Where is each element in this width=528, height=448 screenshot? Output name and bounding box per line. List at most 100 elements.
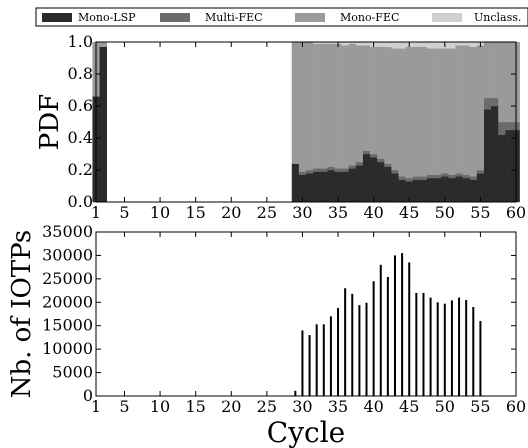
legend-frame (35, 7, 528, 27)
pdf-segment-mono-lsp-cycle-29 (291, 163, 300, 203)
pdf-segment-multi-fec-cycle-48 (427, 174, 435, 179)
pdf-segment-mono-fec-cycle-29 (291, 42, 300, 164)
pdf-chart: 1 5 10 15 20 25 30 35 40 45 50 55 60 0.0 0.2 0.4 0.6 0.8 1… (35, 32, 526, 222)
legend: Mono-LSP Multi-FEC Mono-FEC Unclass. (35, 7, 528, 27)
pdf-segment-mono-fec-cycle-36 (341, 45, 350, 169)
legend-swatch-unclass (432, 13, 462, 22)
iotp-y-tick-label-20000: 20000 (42, 292, 93, 311)
pdf-segment-mono-lsp-cycle-39 (362, 154, 371, 203)
pdf-segment-mono-lsp-cycle-36 (341, 171, 350, 203)
pdf-x-tick-label-60: 60 (506, 203, 526, 222)
pdf-segment-mono-fec-cycle-33 (320, 43, 328, 169)
pdf-y-tick-label-0.2: 0.2 (68, 160, 93, 179)
pdf-segment-mono-lsp-cycle-57 (491, 106, 499, 203)
pdf-segment-multi-fec-cycle-52 (455, 173, 463, 177)
pdf-segment-multi-fec-cycle-36 (341, 168, 350, 172)
iotp-bar-cycle-43 (393, 255, 396, 396)
legend-label-mono-fec: Mono-FEC (340, 11, 399, 24)
iotp-bar-cycle-52 (458, 297, 461, 396)
iotp-bar-cycle-38 (358, 305, 361, 396)
pdf-segment-unclass-cycle-33 (320, 42, 328, 44)
pdf-segment-multi-fec-cycle-49 (434, 174, 442, 179)
pdf-x-tick-label-10: 10 (150, 203, 170, 222)
pdf-segment-mono-fec-cycle-58 (498, 42, 506, 123)
pdf-segment-unclass-cycle-49 (434, 42, 442, 49)
iotp-x-tick-label-5: 5 (119, 397, 129, 416)
iotp-bar-cycle-40 (372, 281, 375, 396)
pdf-segment-mono-lsp-cycle-50 (441, 176, 449, 203)
pdf-segment-mono-lsp-cycle-56 (483, 109, 492, 203)
iotp-bar-cycle-29 (294, 390, 297, 396)
pdf-segment-multi-fec-cycle-30 (298, 171, 307, 175)
pdf-x-tick-label-55: 55 (470, 203, 490, 222)
pdf-segment-mono-fec-cycle-40 (370, 46, 378, 155)
legend-swatch-mono-fec (295, 13, 325, 22)
pdf-y-tick-label-1.0: 1.0 (68, 32, 93, 51)
pdf-x-tick-label-1: 1 (91, 203, 101, 222)
pdf-x-tick-label-45: 45 (399, 203, 419, 222)
pdf-segment-mono-lsp-cycle-44 (398, 179, 406, 203)
pdf-segment-multi-fec-cycle-51 (448, 174, 456, 179)
pdf-segment-mono-lsp-cycle-49 (434, 178, 442, 203)
pdf-segment-mono-fec-cycle-34 (327, 43, 335, 167)
pdf-segment-unclass-cycle-47 (419, 42, 428, 47)
pdf-y-tick-label-0.4: 0.4 (68, 128, 93, 147)
iotp-bar-cycle-39 (365, 302, 368, 396)
pdf-segment-mono-fec-cycle-43 (391, 48, 399, 171)
pdf-segment-multi-fec-cycle-40 (370, 154, 378, 158)
pdf-segment-multi-fec-cycle-43 (391, 170, 399, 174)
pdf-segment-mono-lsp-cycle-48 (427, 178, 435, 203)
iotp-plot-area (294, 253, 482, 396)
pdf-segment-mono-fec-cycle-2 (99, 42, 107, 47)
iotp-bar-cycle-55 (479, 321, 482, 396)
iotp-x-tick-label-25: 25 (257, 397, 277, 416)
pdf-segment-mono-lsp-cycle-42 (384, 166, 392, 203)
pdf-segment-mono-lsp-cycle-51 (448, 178, 456, 203)
legend-label-multi-fec: Multi-FEC (205, 11, 263, 24)
pdf-segment-multi-fec-cycle-59 (505, 122, 513, 131)
pdf-segment-mono-fec-cycle-52 (455, 45, 463, 174)
iotp-x-tick-label-40: 40 (363, 397, 383, 416)
iotp-bar-cycle-49 (436, 302, 439, 396)
pdf-segment-mono-fec-cycle-41 (377, 46, 385, 159)
iotp-bar-cycle-32 (315, 324, 318, 396)
pdf-segment-multi-fec-cycle-50 (441, 173, 449, 177)
iotp-bar-cycle-41 (379, 264, 382, 396)
iotp-bar-cycle-34 (329, 316, 332, 396)
iotp-bar-cycle-50 (443, 303, 446, 396)
pdf-x-tick-label-35: 35 (328, 203, 348, 222)
iotp-y-tick-label-30000: 30000 (42, 245, 93, 264)
pdf-segment-mono-lsp-cycle-34 (327, 170, 335, 203)
pdf-segment-mono-lsp-cycle-35 (334, 171, 342, 203)
pdf-y-tick-label-0.8: 0.8 (68, 64, 93, 83)
pdf-x-tick-label-40: 40 (363, 203, 383, 222)
pdf-segment-mono-fec-cycle-44 (398, 48, 406, 177)
pdf-y-tick-label-0.6: 0.6 (68, 96, 93, 115)
iotp-y-tick-label-10000: 10000 (42, 339, 93, 358)
pdf-segment-unclass-cycle-51 (448, 42, 456, 49)
iotp-x-tick-label-55: 55 (470, 397, 490, 416)
pdf-ticks: 1 5 10 15 20 25 30 35 40 45 50 55 60 0.0 0.2 0.4 0.6 0.8 1… (68, 32, 527, 222)
pdf-segment-mono-lsp-cycle-52 (455, 176, 463, 203)
iotp-bar-cycle-48 (429, 297, 432, 396)
legend-label-mono-lsp: Mono-LSP (78, 11, 136, 24)
pdf-segment-mono-fec-cycle-42 (384, 46, 392, 164)
pdf-segment-multi-fec-cycle-54 (469, 176, 478, 180)
pdf-segment-mono-lsp-cycle-31 (306, 173, 314, 203)
iotp-x-tick-label-15: 15 (185, 397, 205, 416)
iotp-y-tick-label-15000: 15000 (42, 316, 93, 335)
pdf-segment-mono-lsp-cycle-32 (313, 171, 321, 203)
legend-swatch-multi-fec (160, 13, 190, 22)
pdf-segment-mono-fec-cycle-54 (469, 46, 478, 177)
iotp-bar-cycle-42 (386, 276, 389, 396)
iotp-chart: 1 5 10 15 20 25 30 35 40 45 50 55 60 0 5000 10000 15000 2… (7, 222, 526, 448)
pdf-segment-mono-fec-cycle-55 (476, 45, 485, 171)
pdf-segment-mono-lsp-cycle-2 (99, 46, 107, 203)
pdf-segment-unclass-cycle-52 (455, 42, 463, 46)
pdf-segment-mono-fec-cycle-50 (441, 48, 449, 174)
iotp-x-tick-label-10: 10 (150, 397, 170, 416)
iotp-x-axis-label: Cycle (267, 416, 345, 448)
pdf-segment-unclass-cycle-54 (469, 42, 478, 47)
pdf-chart-frame (95, 41, 517, 203)
pdf-segment-mono-fec-cycle-45 (405, 46, 414, 179)
